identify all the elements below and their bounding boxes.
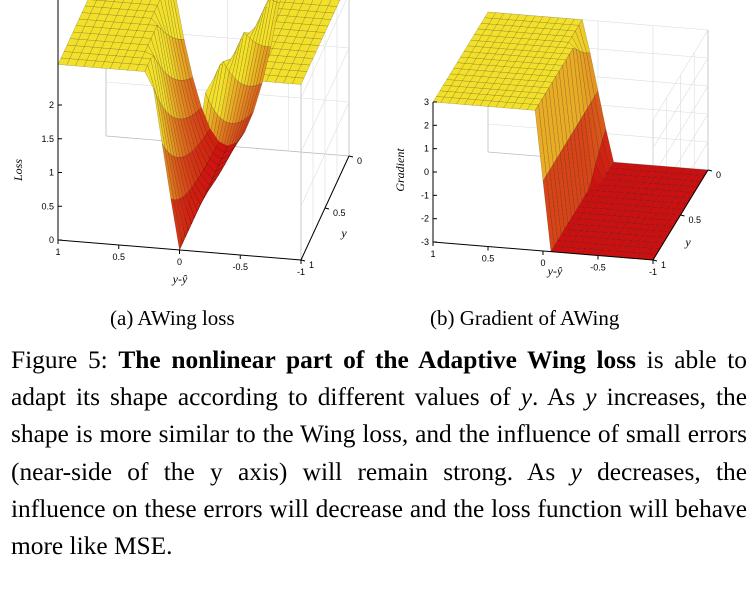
panel-a-axes: 0 0.5 1 1.5 2 1 0.5 0 -0.5 -1 1 0.5 0 Loss y-ŷ y <box>11 0 362 286</box>
panel-b-z-tick: 2 <box>424 120 429 130</box>
awing-loss-surface-plot: 0 0.5 1 1.5 2 1 0.5 0 -0.5 -1 1 0.5 0 Loss y-ŷ y <box>11 0 362 286</box>
panel-a-y-tick: 0 <box>357 156 362 166</box>
figure-panel-a: 0 0.5 1 1.5 2 1 0.5 0 -0.5 -1 1 0.5 0 Loss y-ŷ y <box>0 0 370 300</box>
panel-a-y-tick: 1 <box>309 260 314 270</box>
caption-text-1: is able to adapt its shape according to … <box>11 346 747 412</box>
panel-a-x-tick: 0 <box>177 257 182 267</box>
panel-a-z-tick: 2 <box>49 100 54 110</box>
figure-panel-b: -3 -2 -1 0 1 2 3 1 0.5 0 -0.5 -1 1 0.5 0 Gradient y-ŷ y <box>380 0 754 300</box>
panel-b-z-tick: 3 <box>424 97 429 107</box>
panel-b-x-tick: -1 <box>649 267 657 277</box>
caption-bold-title: The nonlinear part of the Adaptive Wing … <box>118 346 637 374</box>
panel-a-x-tick: -1 <box>297 267 305 277</box>
panel-b-x-tick: -0.5 <box>590 263 606 273</box>
panel-a-caption: (a) AWing loss <box>110 306 235 330</box>
panel-a-z-tick: 0.5 <box>41 201 54 211</box>
panel-b-x-axis-label: y-ŷ <box>547 264 563 278</box>
caption-text-2: . As <box>532 383 586 412</box>
panel-b-x-tick: 0.5 <box>482 254 495 264</box>
awing-gradient-surface-plot: -3 -2 -1 0 1 2 3 1 0.5 0 -0.5 -1 1 0.5 0 Gradient y-ŷ y <box>393 11 721 278</box>
panel-a-y-axis-label: y <box>340 226 347 240</box>
panel-b-z-tick: -3 <box>421 237 429 247</box>
panel-a-x-tick: 0.5 <box>112 252 125 262</box>
panel-b-surface <box>432 11 709 261</box>
caption-text-4: decreases, the influence on these errors… <box>11 457 747 561</box>
panel-b-x-tick: 1 <box>430 249 435 259</box>
panel-a-x-tick: 1 <box>55 247 60 257</box>
caption-var-1: y <box>520 383 533 412</box>
panel-a-y-tick: 0.5 <box>333 208 346 218</box>
panel-a-z-tick: 0 <box>49 235 54 245</box>
panel-a-x-axis-label: y-ŷ <box>172 272 188 286</box>
caption-text-3: increases, the shape is more similar to … <box>11 383 748 486</box>
panel-b-y-tick: 0.5 <box>689 215 702 225</box>
caption-var-3: y <box>570 457 582 486</box>
panel-b-y-tick: 1 <box>661 260 666 270</box>
caption-label: Figure 5: <box>11 346 119 374</box>
panel-b-caption: (b) Gradient of AWing <box>430 306 620 330</box>
panel-b-y-axis-label: y <box>684 235 691 249</box>
panel-a-x-tick: -0.5 <box>232 262 248 272</box>
panel-b-z-axis-label: Gradient <box>393 148 407 192</box>
panel-a-surface <box>57 0 341 251</box>
panel-a-z-tick: 1 <box>49 168 54 178</box>
panel-b-z-tick: 0 <box>424 167 429 177</box>
caption-var-2: y <box>585 383 597 412</box>
panel-b-axes: -3 -2 -1 0 1 2 3 1 0.5 0 -0.5 -1 1 0.5 0 Gradient y-ŷ y <box>393 97 721 278</box>
panel-b-z-tick: -2 <box>421 214 429 224</box>
panel-b-z-tick: -1 <box>421 190 429 200</box>
figure-caption: Figure 5: The nonlinear part of the Adap… <box>11 342 747 565</box>
panel-a-z-tick: 1.5 <box>41 134 54 144</box>
panel-a-z-axis-label: Loss <box>11 159 25 182</box>
panel-b-y-tick: 0 <box>716 170 721 180</box>
panel-b-z-tick: 1 <box>424 144 429 154</box>
panel-b-x-tick: 0 <box>540 258 545 268</box>
